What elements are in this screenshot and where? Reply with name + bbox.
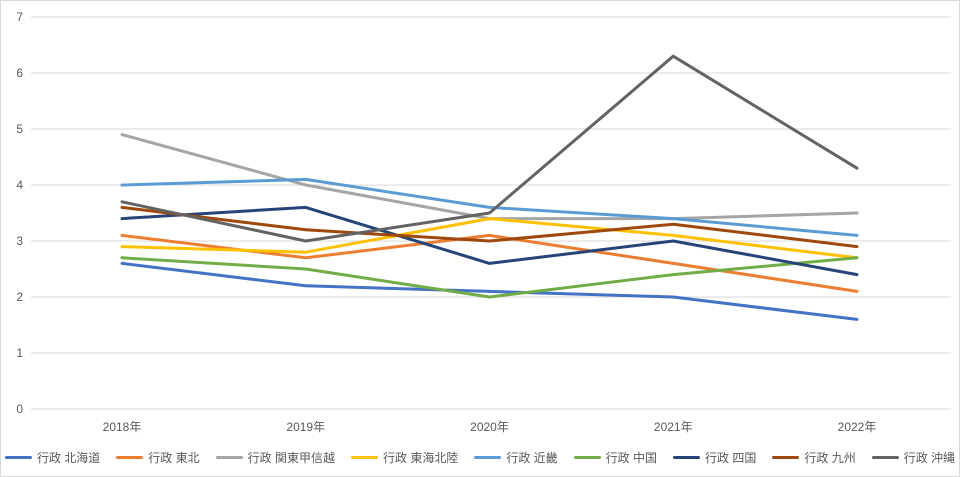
legend-item: 行政 沖縄 [871,449,956,466]
x-axis-tick-label: 2022年 [838,420,877,434]
y-axis-tick-label: 5 [16,122,23,136]
y-axis-tick-label: 1 [16,346,23,360]
legend-line-swatch [673,456,701,459]
legend-label: 行政 関東甲信越 [247,451,335,465]
legend-line-swatch [772,456,800,459]
series-line [120,217,859,260]
series-line [120,205,859,249]
legend-item: 行政 近畿 [474,449,558,466]
x-axis-tick-label: 2021年 [654,420,693,434]
y-axis-tick-label: 4 [16,178,23,192]
legend-item: 行政 東海北陸 [350,449,459,466]
legend-label: 行政 北海道 [36,451,101,465]
y-axis-tick-label: 2 [16,290,23,304]
legend-item: 行政 四国 [673,449,756,466]
series-line [120,256,859,299]
legend-item: 行政 中国 [573,449,658,466]
legend-line-swatch [116,456,144,459]
legend-item: 行政 関東甲信越 [215,449,335,466]
legend-item: 行政 北海道 [4,449,101,466]
y-axis-tick-label: 3 [16,234,23,248]
legend-label: 行政 九州 [804,451,856,465]
x-axis-tick-label: 2020年 [470,420,509,434]
series-line [120,261,859,321]
legend-line-swatch [350,456,378,459]
series-line [120,177,859,237]
legend-label: 行政 東海北陸 [382,451,459,465]
legend-line-swatch [4,456,32,459]
series-line [120,54,859,243]
chart-legend: 行政 北海道 行政 東北 行政 関東甲信越 行政 東海北陸 行政 近畿 行政 中国 行政 四… [1,449,959,466]
legend-line-swatch [573,456,601,459]
legend-label: 行政 四国 [705,451,757,465]
legend-line-swatch [474,456,502,459]
y-axis-tick-label: 6 [16,66,23,80]
legend-item: 行政 東北 [116,449,200,466]
legend-label: 行政 中国 [605,451,658,465]
legend-line-swatch [215,456,243,459]
legend-label: 行政 沖縄 [903,451,956,465]
legend-label: 行政 近畿 [506,451,558,465]
legend-label: 行政 東北 [148,451,200,465]
y-axis-tick-label: 0 [16,402,23,416]
legend-line-swatch [871,456,899,459]
legend-item: 行政 九州 [772,449,856,466]
series-line [120,205,859,277]
y-axis-tick-label: 7 [16,10,23,24]
plot-area: 0 1 2 3 4 5 6 7 2018年 2019年 2020年 2021年 2022年 [16,10,951,434]
x-axis-tick-label: 2019年 [286,420,325,434]
x-axis-tick-label: 2018年 [103,420,142,434]
